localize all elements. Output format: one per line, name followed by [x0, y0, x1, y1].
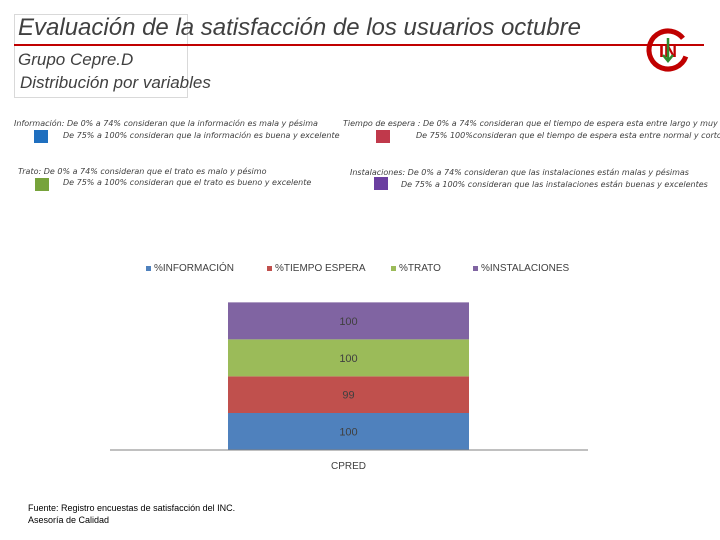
legend-item-trato: %TRATO: [391, 263, 441, 274]
legend-label-informacion: %INFORMACIÓN: [154, 263, 234, 274]
note-trato-line1: Trato: De 0% a 74% consideran que el tra…: [18, 167, 267, 176]
footer-department-line: Asesoría de Calidad: [28, 515, 110, 525]
legend-swatch-informacion: [146, 265, 151, 271]
legend-swatch-trato: [391, 265, 396, 271]
legend-item-instalaciones: %INSTALACIONES: [473, 263, 569, 274]
legend-swatch-tiempo: [267, 265, 272, 271]
note-informacion-swatch: [34, 130, 48, 143]
x-tick-label: CPRED: [331, 461, 366, 472]
note-informacion-line2: De 75% a 100% consideran que la informac…: [63, 131, 340, 140]
legend-label-trato: %TRATO: [399, 263, 441, 274]
footer-source-line: Fuente: Registro encuestas de satisfacci…: [28, 503, 236, 513]
note-instalaciones-line1: Instalaciones: De 0% a 74% consideran qu…: [350, 168, 689, 177]
data-label-2: 100: [339, 353, 357, 365]
legend-label-instalaciones: %INSTALACIONES: [481, 263, 570, 274]
note-tiempo-swatch: [376, 130, 390, 143]
note-tiempo-line1: Tiempo de espera : De 0% a 74% considera…: [343, 119, 720, 128]
legend-label-tiempo: %TIEMPO ESPERA: [275, 263, 366, 274]
data-label-1: 99: [342, 390, 354, 402]
note-tiempo-line2: De 75% 100%consideran que el tiempo de e…: [416, 131, 720, 140]
bar-segment-0: [228, 413, 469, 450]
title-divider: [14, 44, 704, 46]
note-instalaciones-line2: De 75% a 100% consideran que las instala…: [401, 180, 708, 189]
legend-swatch-instalaciones: [473, 265, 478, 271]
page-subtitle-group: Grupo Cepre.D: [18, 50, 134, 69]
note-instalaciones-swatch: [374, 177, 388, 190]
inc-logo: IN: [646, 28, 690, 72]
data-label-3: 100: [339, 316, 357, 328]
page-subtitle-distribution: Distribución por variables: [20, 73, 211, 92]
legend-item-informacion: %INFORMACIÓN: [146, 263, 234, 274]
legend-item-tiempo: %TIEMPO ESPERA: [267, 263, 366, 274]
title-placeholder-frame: [14, 14, 188, 98]
data-label-0: 100: [339, 427, 357, 439]
bar-segment-1: [228, 376, 469, 413]
note-trato-swatch: [35, 178, 49, 191]
page-title: Evaluación de la satisfacción de los usu…: [18, 14, 581, 41]
logo-arrow-icon: [662, 38, 674, 63]
bar-segment-3: [228, 302, 469, 340]
note-informacion-line1: Información: De 0% a 74% consideran que …: [14, 119, 318, 128]
footer-source: Fuente: Registro encuestas de satisfacci…: [28, 502, 235, 526]
note-trato-line2: De 75% a 100% consideran que el trato es…: [63, 178, 312, 187]
bar-segment-2: [228, 339, 469, 377]
